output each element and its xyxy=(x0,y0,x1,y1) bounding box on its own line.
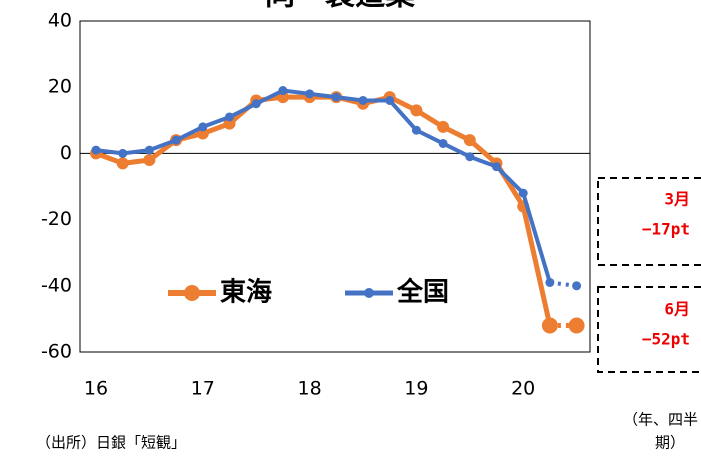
annotation-month: 3月 xyxy=(664,190,690,209)
annotation-value: −17pt xyxy=(642,220,690,239)
point xyxy=(410,104,423,117)
y-tick-label: -60 xyxy=(41,341,72,363)
point xyxy=(568,317,585,334)
point xyxy=(225,112,234,122)
y-tick-label: 0 xyxy=(60,142,72,164)
x-note: 期） xyxy=(655,434,685,452)
point xyxy=(331,92,341,102)
point xyxy=(171,135,181,145)
point xyxy=(358,95,368,105)
y-tick-label: -40 xyxy=(41,274,72,296)
chart-title: 同 製造業 xyxy=(265,0,415,13)
point xyxy=(278,86,288,96)
point xyxy=(198,122,208,132)
point xyxy=(463,134,476,147)
point xyxy=(492,162,501,172)
x-tick-label: 16 xyxy=(84,378,108,400)
point xyxy=(437,120,450,133)
x-tick-label: 20 xyxy=(511,378,535,400)
point xyxy=(545,277,555,287)
x-note: （年、四半 xyxy=(623,411,698,429)
x-tick-label: 17 xyxy=(191,378,215,400)
point xyxy=(91,145,101,155)
point xyxy=(385,95,395,105)
point xyxy=(118,148,128,158)
point xyxy=(572,281,582,291)
point xyxy=(411,125,421,135)
series-line xyxy=(95,94,553,327)
legend-marker xyxy=(364,288,374,298)
plot-frame xyxy=(79,20,591,353)
y-tick-label: -20 xyxy=(41,208,72,230)
annotation-box xyxy=(597,286,701,373)
y-tick-label: 40 xyxy=(48,10,72,32)
point xyxy=(251,99,261,109)
annotation-value: −52pt xyxy=(642,330,690,349)
point xyxy=(223,117,236,130)
legend-marker xyxy=(184,285,200,301)
point xyxy=(305,89,315,99)
point xyxy=(143,154,156,167)
source: （出所）日銀「短観」 xyxy=(36,434,186,452)
point xyxy=(438,138,448,148)
x-tick-label: 19 xyxy=(404,378,428,400)
point xyxy=(541,317,558,334)
point xyxy=(116,157,129,170)
series-line xyxy=(95,88,552,284)
point xyxy=(518,188,528,198)
annotation-month: 6月 xyxy=(664,300,690,319)
x-tick-label: 18 xyxy=(298,378,322,400)
legend-label: 全国 xyxy=(396,277,449,308)
annotation-box xyxy=(597,177,701,266)
point xyxy=(465,152,475,162)
y-tick-label: 20 xyxy=(48,76,72,98)
legend-label: 東海 xyxy=(220,278,272,308)
point xyxy=(144,145,154,155)
